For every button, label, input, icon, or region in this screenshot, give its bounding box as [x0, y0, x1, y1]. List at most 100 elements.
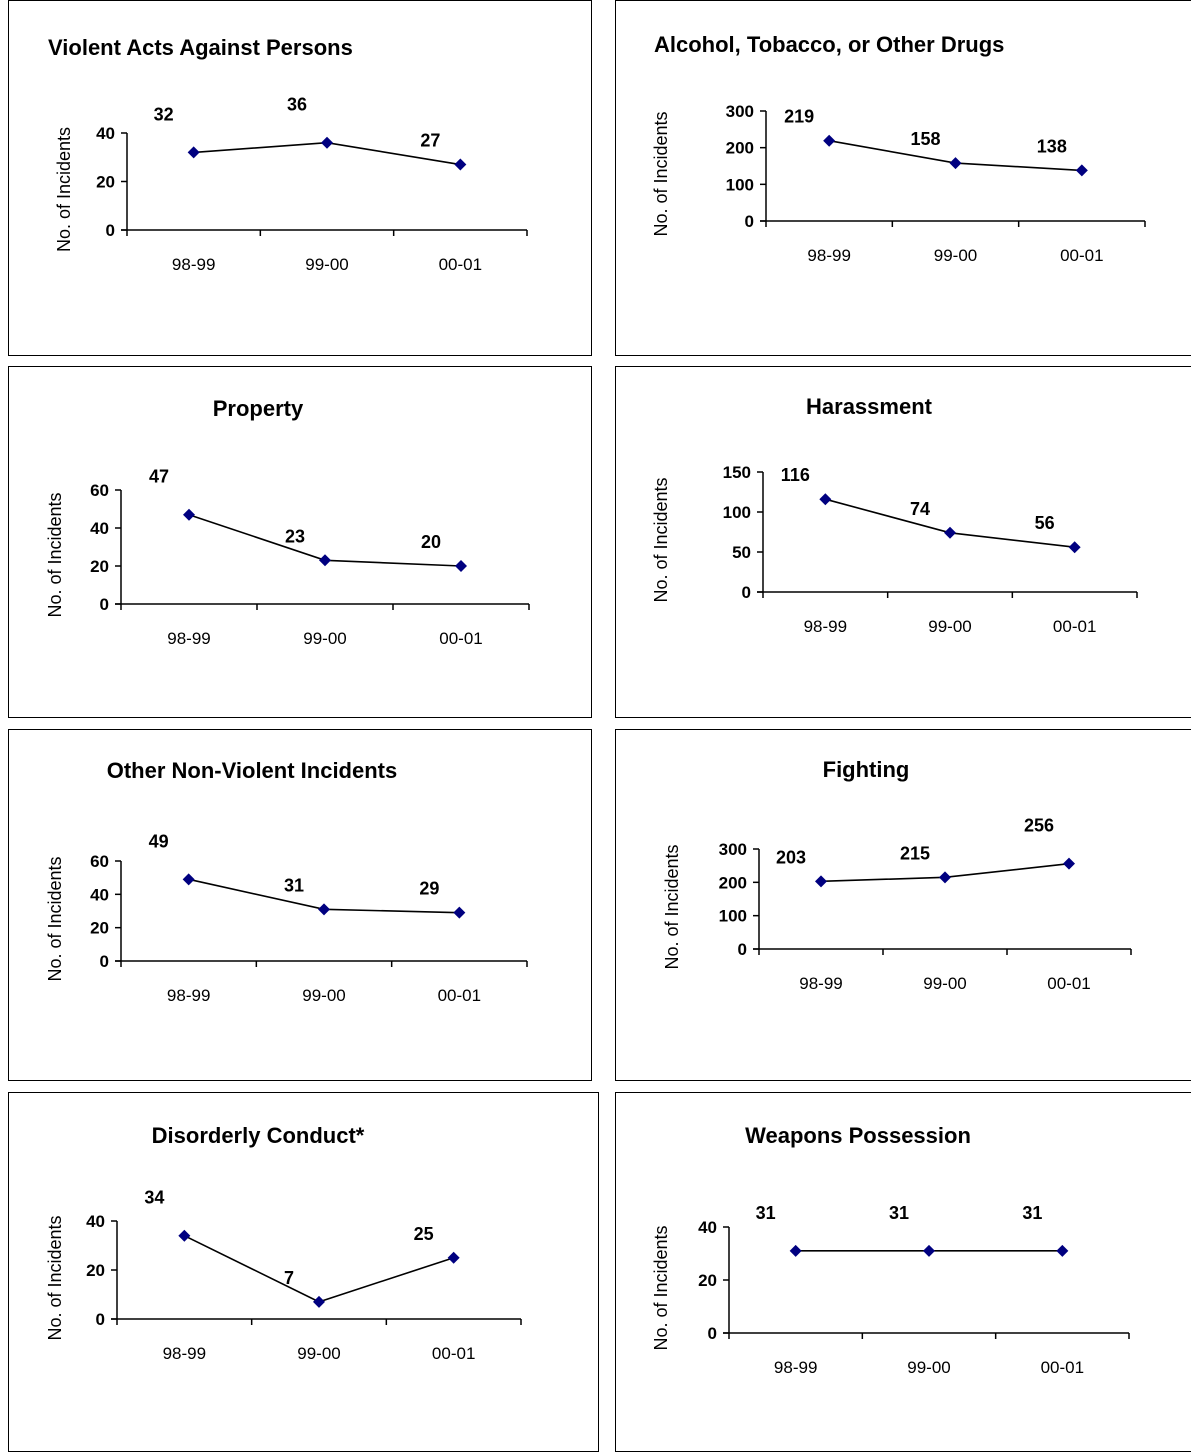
- data-point-marker: [1068, 541, 1081, 554]
- data-point-marker: [923, 1244, 935, 1257]
- data-label: 23: [285, 526, 305, 546]
- data-point-marker: [823, 134, 836, 147]
- y-tick-label: 100: [719, 907, 747, 926]
- data-point-marker: [789, 1244, 802, 1257]
- data-point-marker: [1056, 1244, 1069, 1257]
- data-point-marker: [319, 554, 331, 567]
- y-tick-label: 0: [100, 952, 109, 971]
- line-chart: Disorderly Conduct* No. of Incidents 0 20 40…: [45, 1123, 522, 1363]
- data-label: 36: [287, 95, 307, 115]
- y-tick-label: 60: [90, 852, 109, 871]
- line-chart: Harassment No. of Incidents 0 50 100 150 98-99…: [651, 394, 1138, 636]
- chart-title: Fighting: [823, 757, 910, 782]
- data-label: 31: [284, 875, 304, 895]
- chart-title: Disorderly Conduct*: [152, 1123, 365, 1148]
- y-axis-label: No. of Incidents: [662, 844, 682, 969]
- y-axis-label: No. of Incidents: [45, 856, 65, 981]
- data-point-marker: [1075, 164, 1088, 177]
- x-tick-label: 98-99: [167, 986, 210, 1005]
- data-label: 74: [910, 499, 930, 519]
- x-tick-label: 98-99: [774, 1358, 817, 1377]
- data-point-marker: [187, 146, 200, 159]
- data-point-marker: [454, 158, 467, 171]
- y-tick-label: 40: [96, 124, 115, 143]
- y-tick-label: 20: [86, 1261, 105, 1280]
- y-tick-label: 40: [90, 885, 109, 904]
- y-tick-label: 150: [723, 463, 751, 482]
- chart-title: Alcohol, Tobacco, or Other Drugs: [654, 32, 1004, 57]
- data-point-marker: [183, 508, 195, 521]
- data-point-marker: [182, 873, 195, 886]
- y-tick-label: 100: [726, 175, 754, 194]
- data-point-marker: [939, 871, 951, 884]
- y-axis-label: No. of Incidents: [651, 111, 671, 236]
- x-tick-label: 00-01: [432, 1344, 475, 1363]
- y-axis-label: No. of Incidents: [54, 127, 74, 252]
- line-chart: Alcohol, Tobacco, or Other Drugs No. of I…: [651, 32, 1146, 265]
- x-tick-label: 98-99: [167, 629, 210, 648]
- chart-title: Property: [213, 396, 304, 421]
- data-label: 7: [284, 1268, 294, 1288]
- data-point-marker: [453, 906, 466, 919]
- y-tick-label: 0: [96, 1310, 105, 1329]
- x-tick-label: 00-01: [1060, 246, 1103, 265]
- data-point-marker: [815, 875, 827, 888]
- data-point-marker: [944, 526, 956, 539]
- y-tick-label: 200: [726, 139, 754, 158]
- y-tick-label: 0: [742, 583, 751, 602]
- y-axis-label: No. of Incidents: [651, 1225, 671, 1350]
- data-label: 49: [149, 831, 169, 851]
- data-label: 203: [776, 847, 806, 867]
- chart-panel: Fighting No. of Incidents 0 100 200 300 98-99 9…: [615, 729, 1191, 1081]
- data-point-marker: [819, 493, 832, 506]
- data-label: 47: [149, 467, 169, 487]
- chart-panel: Harassment No. of Incidents 0 50 100 150 98-99…: [615, 366, 1191, 718]
- data-label: 34: [144, 1188, 164, 1208]
- data-label: 29: [419, 879, 439, 899]
- y-tick-label: 20: [96, 173, 115, 192]
- y-tick-label: 20: [90, 919, 109, 938]
- y-tick-label: 100: [723, 503, 751, 522]
- data-label: 27: [420, 131, 440, 151]
- data-label: 158: [910, 129, 940, 149]
- y-tick-label: 40: [86, 1212, 105, 1231]
- data-label: 20: [421, 532, 441, 552]
- data-point-marker: [321, 136, 333, 149]
- chart-title: Violent Acts Against Persons: [48, 35, 353, 60]
- data-label: 31: [1022, 1203, 1042, 1223]
- data-label: 32: [154, 104, 174, 124]
- data-point-marker: [949, 157, 962, 170]
- x-tick-label: 98-99: [172, 255, 215, 274]
- x-tick-label: 99-00: [305, 255, 348, 274]
- x-tick-label: 00-01: [439, 629, 482, 648]
- data-label: 31: [756, 1203, 776, 1223]
- x-tick-label: 98-99: [807, 246, 850, 265]
- line-chart: Fighting No. of Incidents 0 100 200 300 98-99 9…: [662, 757, 1132, 993]
- y-axis-label: No. of Incidents: [45, 1215, 65, 1340]
- x-tick-label: 99-00: [297, 1344, 340, 1363]
- data-label: 219: [784, 107, 814, 127]
- y-tick-label: 60: [90, 481, 109, 500]
- data-point-marker: [178, 1229, 191, 1242]
- x-tick-label: 98-99: [163, 1344, 206, 1363]
- data-label: 31: [889, 1203, 909, 1223]
- chart-panel: Alcohol, Tobacco, or Other Drugs No. of I…: [615, 0, 1191, 356]
- x-tick-label: 98-99: [799, 974, 842, 993]
- y-tick-label: 0: [100, 595, 109, 614]
- y-tick-label: 200: [719, 873, 747, 892]
- x-tick-label: 00-01: [439, 255, 482, 274]
- y-tick-label: 300: [719, 840, 747, 859]
- line-chart: Violent Acts Against Persons No. of Incid…: [48, 35, 528, 274]
- y-axis-label: No. of Incidents: [651, 477, 671, 602]
- line-chart: Weapons Possession No. of Incidents 0 20 40 9…: [651, 1123, 1130, 1377]
- chart-panel: Violent Acts Against Persons No. of Incid…: [8, 0, 592, 356]
- data-label: 116: [781, 465, 810, 485]
- y-tick-label: 20: [90, 557, 109, 576]
- y-tick-label: 40: [90, 519, 109, 538]
- series-line: [183, 1234, 454, 1303]
- y-tick-label: 20: [698, 1271, 717, 1290]
- data-label: 56: [1035, 513, 1055, 533]
- chart-title: Other Non-Violent Incidents: [107, 758, 398, 783]
- chart-panel: Weapons Possession No. of Incidents 0 20 40 9…: [615, 1092, 1191, 1452]
- data-label: 215: [900, 843, 930, 863]
